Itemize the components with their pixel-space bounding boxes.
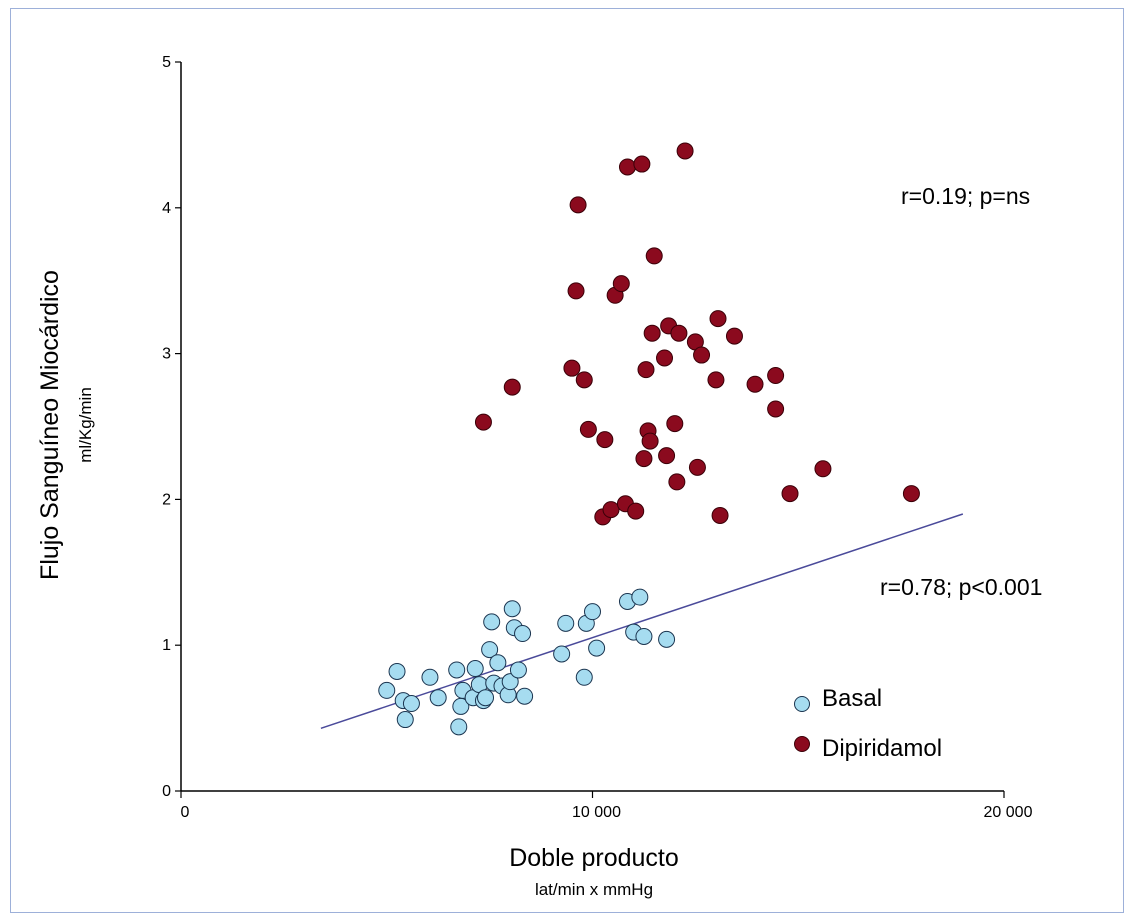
- dipiridamol-point: [725, 327, 743, 345]
- annotation-dipiridamol-correlation: r=0.19; p=ns: [901, 183, 1030, 209]
- y-ticks: 0 1 2 3 4 5: [162, 54, 181, 800]
- dipiridamol-point: [643, 324, 661, 342]
- x-tick-label: 0: [181, 804, 190, 821]
- dipiridamol-point: [575, 371, 593, 389]
- chart-frame: [10, 8, 1124, 913]
- dipiridamol-point: [767, 400, 785, 418]
- dipiridamol-point: [707, 371, 725, 389]
- dipiridamol-point: [633, 155, 651, 173]
- dipiridamol-point: [569, 196, 587, 214]
- basal-point: [503, 600, 521, 618]
- dipiridamol-point: [658, 447, 676, 465]
- dipiridamol-point: [709, 310, 727, 328]
- dipiridamol-point: [627, 502, 645, 520]
- basal-point: [635, 627, 653, 645]
- basal-point: [514, 625, 532, 643]
- basal-point: [483, 613, 501, 631]
- dipiridamol-point: [596, 431, 614, 449]
- dipiridamol-point: [637, 361, 655, 379]
- x-axis-title: Doble producto: [509, 844, 679, 872]
- dipiridamol-point: [618, 158, 636, 176]
- basal-point: [481, 641, 499, 659]
- legend-dipiridamol-marker: [794, 736, 810, 752]
- dipiridamol-points: [474, 142, 920, 526]
- basal-point: [421, 668, 439, 686]
- basal-trend-line: [320, 513, 964, 730]
- basal-point: [575, 668, 593, 686]
- y-tick-label: 5: [162, 54, 171, 71]
- y-tick-label: 2: [162, 491, 171, 508]
- dipiridamol-point: [767, 366, 785, 384]
- basal-point: [557, 614, 575, 632]
- basal-point: [402, 695, 420, 713]
- dipiridamol-point: [688, 458, 706, 476]
- dipiridamol-point: [474, 413, 492, 431]
- dipiridamol-point: [711, 506, 729, 524]
- dipiridamol-point: [602, 501, 620, 519]
- legend-basal-label: Basal: [822, 685, 882, 712]
- basal-point: [378, 681, 396, 699]
- basal-points: [378, 588, 676, 736]
- basal-point: [509, 661, 527, 679]
- dipiridamol-point: [746, 375, 764, 393]
- dipiridamol-point: [668, 473, 686, 491]
- x-axis-unit: lat/min x mmHg: [535, 880, 653, 899]
- basal-point: [553, 645, 571, 663]
- dipiridamol-point: [656, 349, 674, 367]
- y-tick-label: 1: [162, 637, 171, 654]
- basal-point: [501, 673, 519, 691]
- dipiridamol-point: [902, 485, 920, 503]
- dipiridamol-point: [563, 359, 581, 377]
- legend-dipiridamol-label: Dipiridamol: [822, 735, 942, 762]
- basal-point: [429, 689, 447, 707]
- x-tick-label: 10 000: [572, 804, 621, 821]
- dipiridamol-point: [567, 282, 585, 300]
- dipiridamol-point: [670, 324, 688, 342]
- y-axis-title: Flujo Sanguíneo Miocárdico: [36, 270, 64, 580]
- basal-point: [516, 687, 534, 705]
- dipiridamol-point: [666, 415, 684, 433]
- legend-basal-marker: [794, 696, 810, 712]
- dipiridamol-point: [579, 420, 597, 438]
- dipiridamol-point: [635, 450, 653, 468]
- y-axis-unit: ml/Kg/min: [76, 387, 95, 463]
- y-tick-label: 0: [162, 783, 171, 800]
- basal-point: [477, 689, 495, 707]
- dipiridamol-point: [645, 247, 663, 265]
- annotation-basal-correlation: r=0.78; p<0.001: [880, 574, 1042, 600]
- dipiridamol-point: [612, 275, 630, 293]
- dipiridamol-point: [676, 142, 694, 160]
- x-tick-label: 20 000: [984, 804, 1033, 821]
- x-ticks: 0 10 000 20 000: [180, 791, 1033, 821]
- dipiridamol-point: [503, 378, 521, 396]
- basal-point: [450, 718, 468, 736]
- basal-point: [584, 603, 601, 621]
- basal-point: [466, 660, 484, 678]
- basal-point: [448, 661, 466, 679]
- y-tick-label: 4: [162, 200, 171, 217]
- basal-point: [396, 711, 414, 729]
- dipiridamol-point: [814, 460, 832, 478]
- dipiridamol-point: [641, 432, 659, 450]
- basal-point: [658, 630, 676, 648]
- basal-point: [489, 654, 507, 672]
- dipiridamol-point: [693, 346, 711, 364]
- basal-point: [388, 662, 406, 680]
- legend: Basal Dipiridamol: [794, 685, 942, 762]
- basal-point: [588, 639, 606, 657]
- y-tick-label: 3: [162, 346, 171, 363]
- basal-point: [631, 588, 649, 606]
- dipiridamol-point: [781, 485, 799, 503]
